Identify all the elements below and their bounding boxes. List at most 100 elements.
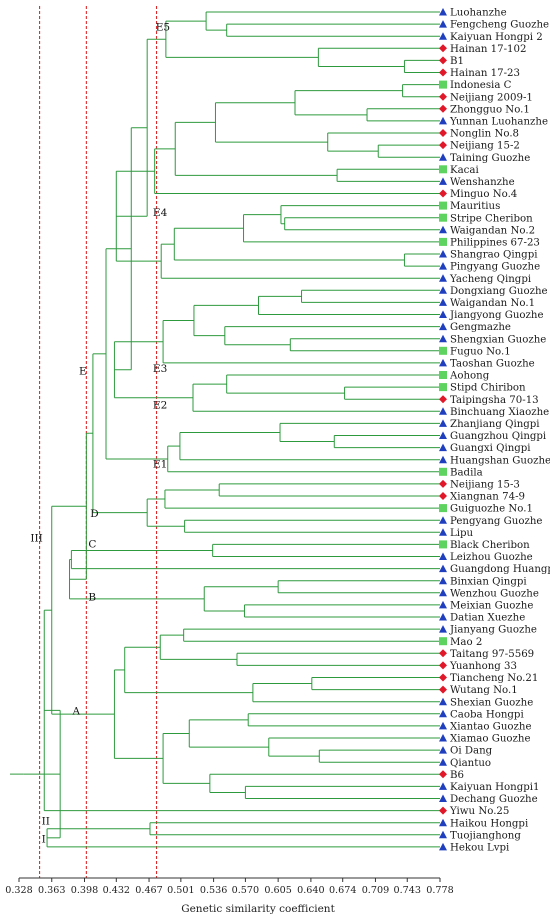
leaf-label: Taipingsha 70-13 <box>450 395 539 406</box>
leaf-label: Taoshan Guozhe <box>450 359 535 370</box>
leaf-label: Guiguozhe No.1 <box>450 504 533 515</box>
square-marker <box>439 80 447 89</box>
cluster-label-c: C <box>88 538 96 550</box>
diamond-marker <box>439 649 447 658</box>
leaf-label: Kaiyuan Hongpi 2 <box>450 32 543 43</box>
cluster-label-d: D <box>90 508 98 520</box>
diamond-marker <box>439 770 447 779</box>
cluster-label-e1: E1 <box>153 459 167 471</box>
cluster-label-ii: II <box>42 815 50 827</box>
triangle-marker <box>439 600 447 609</box>
leaf-label: Badila <box>450 467 483 478</box>
leaf-label: Guangxi Qingpi <box>450 443 531 454</box>
leaf-label: Mao 2 <box>450 637 482 648</box>
triangle-marker <box>439 262 447 270</box>
triangle-marker <box>439 431 447 439</box>
x-tick-label: 0.743 <box>394 885 421 896</box>
triangle-marker <box>439 576 447 585</box>
x-tick-label: 0.605 <box>264 885 291 896</box>
triangle-marker <box>439 250 447 258</box>
triangle-marker <box>439 443 447 452</box>
triangle-marker <box>439 794 447 802</box>
triangle-marker <box>439 8 447 16</box>
triangle-marker <box>439 225 447 234</box>
triangle-marker <box>439 32 447 40</box>
triangle-marker <box>439 782 447 790</box>
triangle-marker <box>439 322 447 331</box>
leaf-label: Tuojianghong <box>450 830 521 841</box>
leaf-label: Xiangnan 74-9 <box>450 492 525 503</box>
triangle-marker <box>439 274 447 282</box>
diamond-marker <box>439 685 447 694</box>
cluster-label-e5: E5 <box>156 22 170 34</box>
triangle-marker <box>439 613 447 621</box>
leaf-label: Binchuang Xiaozhe <box>450 407 549 418</box>
x-tick-label: 0.467 <box>135 885 162 896</box>
triangle-marker <box>439 734 447 742</box>
leaf-label: Gengmazhe <box>450 322 511 333</box>
leaf-label: Wutang No.1 <box>450 685 518 696</box>
leaf-label: Shexian Guozhe <box>450 697 533 708</box>
leaf-label: Pingyang Guozhe <box>450 262 540 273</box>
diamond-marker <box>439 479 447 488</box>
dendrogram-branches <box>10 11 440 848</box>
cluster-label-e3: E3 <box>153 363 167 375</box>
leaf-label: Zhongguo No.1 <box>450 104 530 115</box>
diamond-marker <box>439 661 447 670</box>
square-marker <box>439 467 447 476</box>
x-tick-label: 0.778 <box>426 885 453 896</box>
leaf-label: Kaiyuan Hongpi1 <box>450 782 540 793</box>
leaf-label: Dongxiang Guozhe <box>450 286 548 297</box>
leaf-markers <box>439 8 447 851</box>
cluster-label-iii: III <box>30 532 42 544</box>
leaf-label: Minguo No.4 <box>450 189 517 200</box>
triangle-marker <box>439 721 447 730</box>
triangle-marker <box>439 746 447 754</box>
leaf-label: Tiancheng No.21 <box>450 673 538 684</box>
leaf-label: Guangdong Huangpi <box>450 564 550 575</box>
triangle-marker <box>439 758 447 766</box>
leaf-label: Indonesia C <box>450 80 512 91</box>
triangle-marker <box>439 625 447 633</box>
diamond-marker <box>439 189 447 198</box>
x-tick-label: 0.640 <box>297 885 324 896</box>
x-tick-label: 0.536 <box>200 885 227 896</box>
diamond-marker <box>439 44 447 53</box>
square-marker <box>439 201 447 210</box>
cluster-label-e: E <box>79 365 87 377</box>
leaf-label: Jianyang Guozhe <box>449 625 537 636</box>
leaf-label: B1 <box>450 56 464 67</box>
leaf-label: Haikou Hongpi <box>450 818 529 829</box>
triangle-marker <box>439 564 447 573</box>
leaf-label: Waigandan No.2 <box>450 225 535 236</box>
triangle-marker <box>439 20 447 28</box>
leaf-label: Leizhou Guozhe <box>450 552 533 563</box>
leaf-label: Neijiang 15-3 <box>450 480 520 491</box>
leaf-label: Meixian Guozhe <box>450 601 533 612</box>
leaf-label: Datian Xuezhe <box>450 613 525 624</box>
x-tick-label: 0.398 <box>71 885 98 896</box>
square-marker <box>439 346 447 355</box>
triangle-marker <box>439 358 447 367</box>
square-marker <box>439 165 447 174</box>
leaf-label: Kacai <box>450 165 479 176</box>
triangle-marker <box>439 286 447 294</box>
leaf-label: Huangshan Guozhe <box>450 455 550 466</box>
square-marker <box>439 540 447 549</box>
leaf-label: Mauritius <box>450 201 500 212</box>
triangle-marker <box>439 697 447 706</box>
x-tick-label: 0.709 <box>362 885 389 896</box>
x-tick-label: 0.328 <box>5 885 32 896</box>
leaf-label: Yiwu No.25 <box>449 806 509 817</box>
triangle-marker <box>439 116 447 125</box>
leaf-label: Binxian Qingpi <box>450 576 527 587</box>
x-axis-title: Genetic similarity coefficient <box>181 903 335 915</box>
diamond-marker <box>439 104 447 113</box>
diamond-marker <box>439 141 447 150</box>
triangle-marker <box>439 528 447 536</box>
leaf-label: Yunnan Luohanzhe <box>449 117 548 128</box>
leaf-label: Pengyang Guozhe <box>450 516 542 527</box>
leaf-label: Waigandan No.1 <box>450 298 535 309</box>
leaf-label: Lipu <box>450 528 474 539</box>
